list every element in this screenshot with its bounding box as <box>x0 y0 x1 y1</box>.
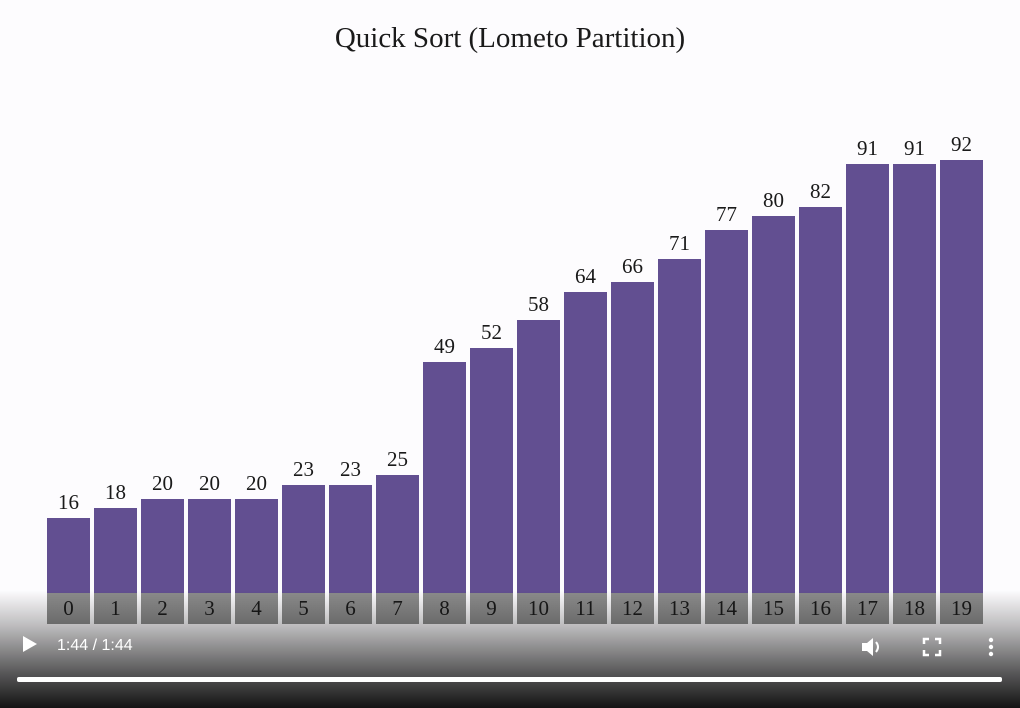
bar <box>94 508 137 593</box>
bar <box>376 475 419 593</box>
bar-value-label: 20 <box>199 470 220 495</box>
bar <box>752 216 795 593</box>
bar-chart: 1601812022032042352362574985295810641166… <box>47 0 987 625</box>
bar-value-label: 77 <box>716 202 737 227</box>
chart-title: Quick Sort (Lometo Partition) <box>334 22 686 54</box>
bar-value-label: 49 <box>434 334 455 359</box>
bar-value-label: 91 <box>904 136 925 161</box>
bar <box>423 362 466 593</box>
bar-value-label: 23 <box>293 456 314 481</box>
bar-value-label: 64 <box>575 263 596 288</box>
more-options-icon <box>988 637 994 657</box>
bar <box>517 319 560 593</box>
bar <box>658 258 701 593</box>
volume-icon <box>862 638 879 656</box>
bar-value-label: 92 <box>951 131 972 156</box>
bar-value-label: 20 <box>246 470 267 495</box>
fullscreen-button[interactable] <box>922 637 942 657</box>
bar-value-label: 66 <box>622 254 643 279</box>
bar <box>47 517 90 593</box>
bar <box>799 206 842 593</box>
bar-value-label: 52 <box>481 320 502 345</box>
volume-button[interactable] <box>860 636 884 658</box>
play-icon <box>23 636 37 652</box>
bar <box>893 164 936 593</box>
bar <box>282 484 325 593</box>
bar <box>611 282 654 593</box>
bar <box>940 159 983 593</box>
bar <box>705 230 748 593</box>
bar <box>141 498 184 593</box>
bar <box>235 498 278 593</box>
bar-value-label: 16 <box>58 489 79 514</box>
play-button[interactable] <box>14 630 42 658</box>
bar-value-label: 80 <box>763 188 784 213</box>
bar <box>188 498 231 593</box>
bar-value-label: 25 <box>387 447 408 472</box>
bar <box>564 291 607 593</box>
bar-value-label: 20 <box>152 470 173 495</box>
more-options-button[interactable] <box>984 636 998 658</box>
bar <box>329 484 372 593</box>
bar <box>846 164 889 593</box>
bar-value-label: 58 <box>528 291 549 316</box>
bar-value-label: 82 <box>810 178 831 203</box>
fullscreen-icon <box>922 637 942 657</box>
bar <box>470 348 513 593</box>
bar-value-label: 91 <box>857 136 878 161</box>
video-controls: 1:44 / 1:44 <box>0 590 1020 708</box>
progress-bar[interactable] <box>17 677 1002 682</box>
time-display: 1:44 / 1:44 <box>57 637 133 654</box>
bar-value-label: 71 <box>669 230 690 255</box>
bar-value-label: 23 <box>340 456 361 481</box>
bar-value-label: 18 <box>105 480 126 505</box>
